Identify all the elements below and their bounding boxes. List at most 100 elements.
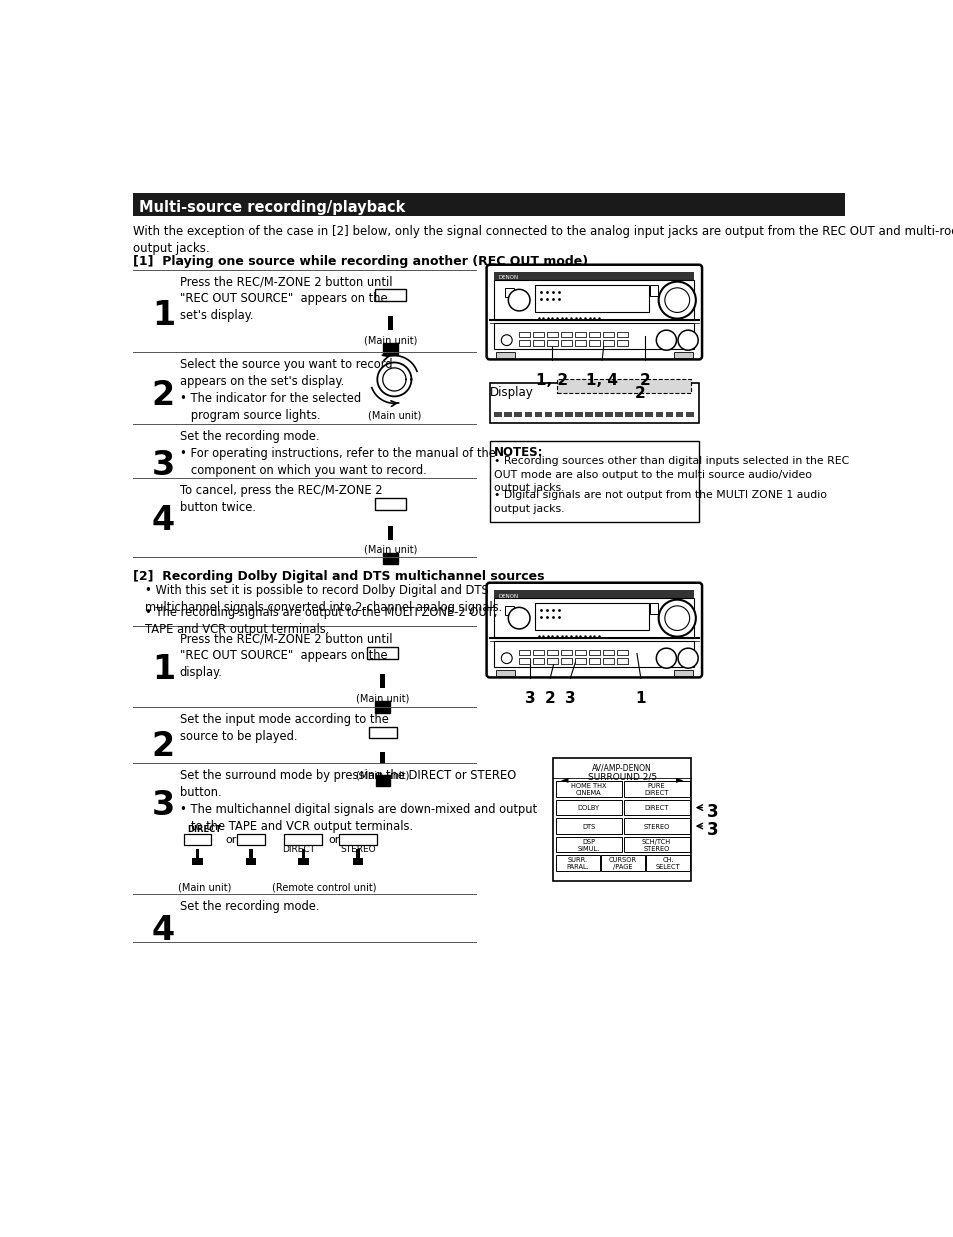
Text: 1: 1 — [152, 653, 174, 685]
Bar — [595, 412, 602, 417]
Bar — [617, 332, 627, 338]
Bar — [556, 800, 621, 815]
Text: [1]  Playing one source while recording another (REC OUT mode): [1] Playing one source while recording a… — [133, 255, 588, 267]
Text: (Main unit): (Main unit) — [363, 335, 416, 345]
Bar — [655, 412, 662, 417]
Text: 2: 2 — [152, 730, 174, 763]
Polygon shape — [375, 701, 390, 713]
Text: (Main unit): (Main unit) — [355, 771, 409, 781]
Text: DOLBY: DOLBY — [578, 805, 599, 811]
Bar — [674, 351, 692, 357]
Text: 2: 2 — [152, 380, 174, 412]
Bar — [518, 340, 530, 345]
Bar — [375, 499, 406, 511]
Bar — [615, 412, 622, 417]
Text: With the exception of the case in [2] below, only the signal connected to the an: With the exception of the case in [2] be… — [133, 225, 953, 255]
Bar — [245, 857, 256, 866]
Bar — [588, 332, 599, 338]
Bar — [494, 280, 694, 320]
Bar — [617, 649, 627, 656]
Circle shape — [656, 648, 676, 668]
Text: AV/AMP-DENON: AV/AMP-DENON — [592, 763, 652, 773]
Text: To cancel, press the REC/M-ZONE 2
button twice.: To cancel, press the REC/M-ZONE 2 button… — [179, 484, 382, 515]
Bar — [489, 383, 699, 423]
Text: 4: 4 — [152, 914, 174, 946]
Text: PURE
DIRECT: PURE DIRECT — [643, 783, 668, 797]
Bar — [560, 658, 571, 663]
Text: (Main unit): (Main unit) — [367, 411, 420, 421]
Bar — [602, 340, 613, 345]
Text: 1, 4: 1, 4 — [585, 374, 618, 388]
Bar — [623, 800, 689, 815]
Text: ►: ► — [676, 773, 682, 784]
Polygon shape — [382, 553, 397, 564]
Bar — [533, 332, 543, 338]
Bar — [494, 323, 694, 349]
Text: • Digital signals are not output from the MULTI ZONE 1 audio
output jacks.: • Digital signals are not output from th… — [494, 490, 826, 513]
Bar — [249, 849, 253, 858]
Bar — [298, 857, 309, 866]
Text: • Recording sources other than digital inputs selected in the REC
OUT mode are a: • Recording sources other than digital i… — [494, 456, 849, 492]
Text: HOME THX
CINEMA: HOME THX CINEMA — [571, 783, 606, 797]
Text: Set the recording mode.: Set the recording mode. — [179, 901, 319, 913]
Bar — [624, 412, 633, 417]
Text: Set the input mode according to the
source to be played.: Set the input mode according to the sour… — [179, 713, 388, 743]
Circle shape — [678, 330, 698, 350]
Bar — [556, 836, 621, 852]
Bar — [496, 669, 514, 675]
Bar — [560, 332, 571, 338]
Bar — [195, 849, 199, 858]
Text: Set the recording mode.
• For operating instructions, refer to the manual of the: Set the recording mode. • For operating … — [179, 430, 495, 477]
Bar — [546, 658, 558, 663]
Bar — [505, 288, 514, 297]
Bar — [584, 412, 592, 417]
Bar — [617, 340, 627, 345]
Bar — [617, 658, 627, 663]
Bar — [553, 758, 691, 882]
Bar — [375, 288, 406, 301]
Bar — [367, 647, 397, 659]
Bar — [534, 412, 542, 417]
Circle shape — [508, 607, 530, 628]
Bar — [604, 412, 612, 417]
Text: Set the surround mode by pressing the DIRECT or STEREO
button.
• The multichanne: Set the surround mode by pressing the DI… — [179, 769, 537, 833]
Text: ◄: ◄ — [560, 773, 568, 784]
Bar — [236, 834, 265, 845]
Bar — [588, 340, 599, 345]
Text: (Main unit): (Main unit) — [355, 694, 409, 704]
Bar — [575, 332, 585, 338]
Bar — [183, 834, 212, 845]
Bar — [494, 590, 694, 599]
Text: 3: 3 — [706, 821, 718, 840]
Text: (Main unit): (Main unit) — [363, 546, 416, 555]
Text: DTS: DTS — [581, 824, 595, 830]
Text: Press the REC/M-ZONE 2 button until
"REC OUT SOURCE"  appears on the
set's displ: Press the REC/M-ZONE 2 button until "REC… — [179, 276, 392, 323]
Bar — [534, 602, 648, 630]
Text: [2]  Recording Dolby Digital and DTS multichannel sources: [2] Recording Dolby Digital and DTS mult… — [133, 570, 544, 584]
Bar — [494, 599, 694, 638]
Text: Select the source you want to record
appears on the set's display.
• The indicat: Select the source you want to record app… — [179, 357, 392, 422]
Bar — [575, 658, 585, 663]
Bar — [518, 649, 530, 656]
Circle shape — [658, 282, 695, 319]
Bar — [496, 351, 514, 357]
Polygon shape — [377, 362, 411, 396]
FancyBboxPatch shape — [486, 265, 701, 360]
Text: 2: 2 — [639, 374, 649, 388]
Bar — [380, 752, 385, 763]
Bar — [534, 285, 648, 312]
Bar — [518, 658, 530, 663]
Bar — [133, 193, 843, 216]
Bar — [556, 782, 621, 797]
Bar — [489, 442, 699, 522]
Bar — [556, 819, 621, 834]
Text: (Remote control unit): (Remote control unit) — [273, 882, 376, 892]
Bar — [623, 836, 689, 852]
Text: DIRECT: DIRECT — [643, 805, 668, 811]
Text: STEREO: STEREO — [642, 824, 669, 830]
Bar — [557, 379, 690, 392]
Text: Display: Display — [489, 386, 533, 400]
Text: Press the REC/M-ZONE 2 button until
"REC OUT SOURCE"  appears on the
display.: Press the REC/M-ZONE 2 button until "REC… — [179, 632, 392, 679]
Bar — [602, 658, 613, 663]
Bar — [524, 412, 532, 417]
